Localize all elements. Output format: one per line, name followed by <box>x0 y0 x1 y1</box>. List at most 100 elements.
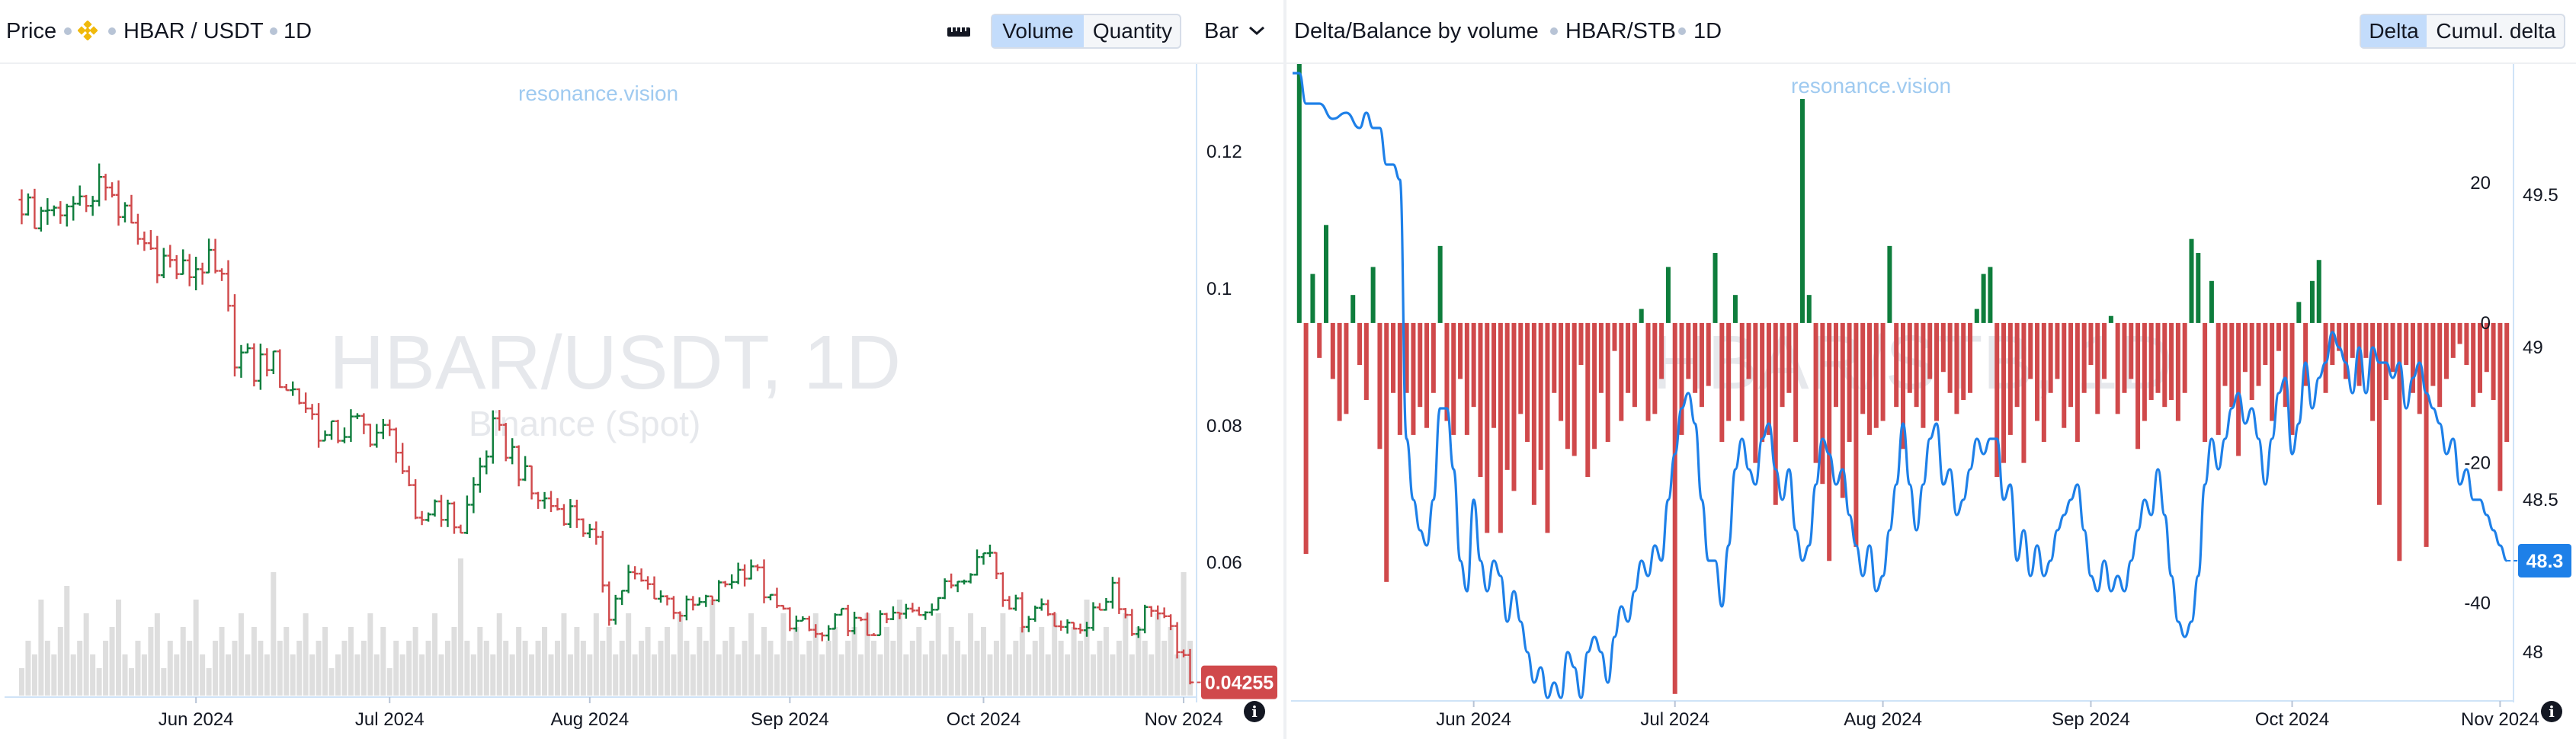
volume-bar <box>742 641 748 696</box>
delta-bar-positive <box>2209 280 2214 323</box>
cumul-delta-button[interactable]: Cumul. delta <box>2436 19 2556 43</box>
volume-bar <box>406 641 412 696</box>
quantity-button[interactable]: Quantity <box>1092 19 1173 43</box>
chevron-down-icon[interactable] <box>1248 24 1265 37</box>
delta-bar-negative <box>2135 322 2141 449</box>
ohlc-bar <box>502 423 509 462</box>
delta-bar-negative <box>1672 322 1677 694</box>
ohlc-bar <box>373 424 380 448</box>
volume-bar <box>57 627 63 696</box>
delta-button[interactable]: Delta <box>2361 15 2427 47</box>
volume-bar <box>328 668 335 696</box>
delta-bar-negative <box>1766 322 1771 435</box>
delta-bar-positive <box>2108 315 2113 323</box>
volume-bar <box>77 641 83 696</box>
delta-bar-negative <box>1397 322 1402 435</box>
delta-bar-negative <box>2055 322 2060 379</box>
last-price-badge[interactable] <box>1201 665 1277 699</box>
delta-bar-negative <box>2216 322 2221 435</box>
ohlc-bar <box>283 383 290 392</box>
ohlc-bar <box>573 499 580 528</box>
delta-bar-negative <box>1363 322 1369 400</box>
symbol-label[interactable]: HBAR / USDT <box>123 19 264 43</box>
delta-bar-negative <box>1545 322 1550 533</box>
chart-type-select[interactable]: Bar <box>1204 19 1239 43</box>
volume-bar <box>490 654 496 696</box>
ohlc-bar <box>31 188 38 229</box>
volume-bar <box>974 641 980 696</box>
ohlc-bar <box>606 581 613 626</box>
symbol-label[interactable]: HBAR/STB <box>1565 19 1677 43</box>
delta-bar-positive <box>2316 260 2321 323</box>
ohlc-bar <box>199 262 206 285</box>
volume-button[interactable]: Volume <box>992 15 1084 47</box>
delta-bar-negative <box>2430 322 2436 386</box>
delta-chart[interactable]: HBAR/STB, 1Dresonance.vision200-20-4049.… <box>1286 0 2576 739</box>
ohlc-bar <box>509 438 516 465</box>
volume-bar <box>922 654 928 696</box>
delta-bar-negative <box>2175 322 2180 421</box>
ohlc-bar <box>1090 602 1097 631</box>
ohlc-bar <box>483 450 490 475</box>
info-icon[interactable]: i <box>1244 701 1265 722</box>
volume-bar <box>787 641 793 696</box>
volume-bar <box>1181 572 1187 696</box>
volume-bar <box>271 572 277 696</box>
delta-bar-negative <box>2484 322 2489 373</box>
delta-bar-negative <box>1793 322 1799 443</box>
delta-bar-negative <box>2289 322 2295 435</box>
ohlc-bar <box>1019 592 1026 633</box>
delta-bar-positive <box>1799 98 1805 323</box>
last-balance-badge[interactable] <box>2518 544 2571 577</box>
ohlc-bar <box>147 229 154 251</box>
ohlc-bar <box>787 607 793 632</box>
volume-bar <box>606 627 612 696</box>
delta-bar-negative <box>1699 322 1704 408</box>
volume-bar <box>909 641 915 696</box>
ohlc-bar <box>309 404 316 420</box>
price-panel: HBAR/USDT, 1D Binance (Spot) resonance.vis… <box>0 0 1283 739</box>
ohlc-bar <box>1142 604 1149 634</box>
delta-bar-negative <box>1693 322 1698 393</box>
ohlc-bar <box>44 198 51 226</box>
volume-bar <box>883 627 889 696</box>
delta-bar-negative <box>1344 322 1349 414</box>
info-icon[interactable]: i <box>2541 701 2562 722</box>
ohlc-bar <box>528 465 535 500</box>
delta-bar-negative <box>2443 322 2449 379</box>
ohlc-bar <box>999 572 1006 607</box>
ohlc-bar <box>457 524 464 534</box>
ohlc-bar <box>709 595 716 606</box>
volume-bar <box>948 627 954 696</box>
ohlc-bar <box>683 595 690 621</box>
delta-bar-negative <box>1773 322 1778 505</box>
ohlc-bar <box>270 350 277 375</box>
delta-bar-positive <box>1639 309 1644 323</box>
ohlc-bar <box>1084 622 1091 637</box>
delta-bar-negative <box>1619 322 1624 421</box>
ruler-icon[interactable] <box>947 24 971 40</box>
volume-bar <box>258 641 264 696</box>
volume-bar <box>645 627 651 696</box>
delta-bar-negative <box>2203 322 2208 443</box>
ohlc-bar <box>948 573 955 589</box>
interval-label[interactable]: 1D <box>284 19 312 43</box>
volume-bar <box>1065 654 1071 696</box>
delta-bar-positive <box>1370 267 1376 323</box>
ohlc-bar <box>915 606 922 616</box>
ohlc-bar <box>1077 623 1084 634</box>
delta-bar-negative <box>2330 322 2335 366</box>
volume-bar <box>44 641 50 696</box>
delta-bar-negative <box>1854 322 1859 547</box>
ohlc-bar <box>50 205 57 216</box>
delta-bar-negative <box>1451 322 1456 435</box>
volume-bar <box>916 627 922 696</box>
volume-bar <box>309 654 316 696</box>
interval-label[interactable]: 1D <box>1693 19 1722 43</box>
panel-divider[interactable] <box>1283 0 1286 739</box>
volume-bar <box>296 641 303 696</box>
ohlc-bar <box>1071 622 1078 630</box>
ohlc-bar <box>928 603 935 616</box>
ohlc-bar <box>580 518 587 537</box>
